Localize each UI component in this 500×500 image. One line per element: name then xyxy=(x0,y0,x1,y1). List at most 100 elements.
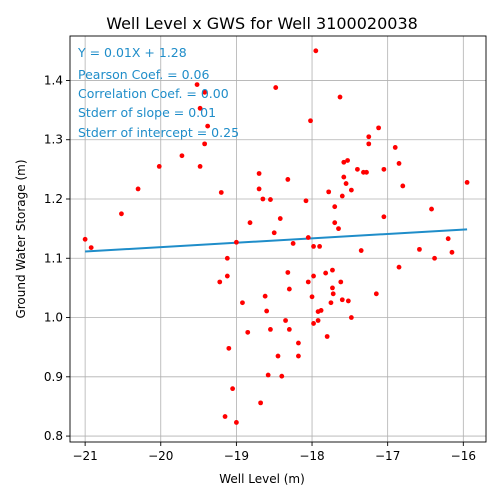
data-point xyxy=(311,273,316,279)
data-point xyxy=(330,267,335,273)
y-tick-label: 1.2 xyxy=(44,192,63,206)
data-point xyxy=(324,334,330,339)
data-point xyxy=(396,161,402,166)
data-point xyxy=(271,230,277,236)
fit-line-layer xyxy=(85,228,468,253)
data-point xyxy=(396,264,402,270)
data-point xyxy=(247,220,253,226)
data-point xyxy=(429,206,434,212)
data-point xyxy=(339,297,345,303)
x-axis-label: Well Level (m) xyxy=(219,472,305,486)
data-point xyxy=(283,318,288,323)
data-point xyxy=(417,246,422,252)
data-point xyxy=(277,216,283,221)
data-point xyxy=(268,326,273,332)
data-point xyxy=(323,270,329,276)
data-point xyxy=(464,179,470,185)
data-point xyxy=(217,279,223,285)
data-point xyxy=(366,141,372,147)
data-point xyxy=(256,171,262,176)
data-point xyxy=(119,211,124,217)
data-point xyxy=(315,318,321,323)
data-point xyxy=(205,123,211,129)
scatter-points xyxy=(82,48,470,425)
data-point xyxy=(224,255,230,261)
y-tick-label: 1.1 xyxy=(44,251,63,265)
data-point xyxy=(245,329,251,335)
data-point xyxy=(222,414,228,419)
data-point xyxy=(218,190,224,195)
data-point xyxy=(202,141,208,147)
data-point xyxy=(445,236,451,242)
data-point xyxy=(328,300,334,306)
data-point xyxy=(88,245,94,250)
annotation-pearson: Pearson Coef. = 0.06 xyxy=(78,67,209,82)
data-point xyxy=(194,82,200,88)
data-point xyxy=(318,308,324,313)
data-point xyxy=(197,163,203,169)
data-point xyxy=(296,340,301,346)
data-point xyxy=(224,273,230,279)
data-point xyxy=(345,158,350,163)
data-point xyxy=(326,189,332,195)
data-point xyxy=(373,291,379,297)
y-tick-label: 1.4 xyxy=(44,73,63,87)
data-point xyxy=(392,145,398,150)
x-tick-label: −17 xyxy=(375,449,400,463)
data-point xyxy=(332,220,338,226)
data-point xyxy=(303,198,309,204)
data-point xyxy=(240,300,245,306)
data-point xyxy=(381,166,387,172)
data-point xyxy=(179,153,185,159)
data-point xyxy=(285,177,291,182)
data-point xyxy=(285,270,291,275)
data-point xyxy=(197,105,203,111)
data-point xyxy=(376,125,381,131)
data-point xyxy=(364,169,369,175)
data-point xyxy=(82,236,88,242)
data-point xyxy=(135,186,141,192)
data-point xyxy=(330,285,335,291)
data-point xyxy=(260,196,266,202)
data-point xyxy=(355,166,360,172)
data-point xyxy=(449,249,455,255)
data-point xyxy=(309,294,315,300)
data-point xyxy=(156,163,162,169)
y-tick-label: 0.8 xyxy=(44,429,63,443)
data-point xyxy=(305,279,311,285)
data-point xyxy=(432,255,437,261)
data-point xyxy=(308,118,313,124)
data-point xyxy=(345,298,351,304)
axis-ticks: −21 −20 −19 −18 −17 −16 0.8 0.9 1.0 1.1 1.2 1.3 1.4 xyxy=(44,73,476,463)
data-point xyxy=(234,239,239,245)
data-point xyxy=(343,181,349,186)
data-point xyxy=(268,197,273,202)
data-point xyxy=(256,186,262,192)
y-tick-label: 1.3 xyxy=(44,133,63,147)
data-point xyxy=(258,400,264,406)
y-tick-label: 0.9 xyxy=(44,370,63,384)
data-point xyxy=(317,244,322,249)
x-tick-label: −21 xyxy=(72,449,97,463)
annotation-stderr-slope: Stderr of slope = 0.01 xyxy=(78,105,216,120)
annotation-equation: Y = 0.01X + 1.28 xyxy=(77,45,187,60)
data-point xyxy=(275,353,281,359)
data-point xyxy=(400,183,406,189)
annotation-correlation: Correlation Coef. = 0.00 xyxy=(78,86,229,101)
x-tick-label: −19 xyxy=(224,449,249,463)
data-point xyxy=(337,94,343,100)
data-point xyxy=(336,226,341,232)
data-point xyxy=(313,48,319,54)
data-point xyxy=(305,235,311,240)
data-point xyxy=(358,248,364,253)
data-point xyxy=(338,279,344,285)
y-tick-label: 1.0 xyxy=(44,311,63,325)
x-tick-label: −16 xyxy=(451,449,476,463)
chart-title: Well Level x GWS for Well 3100020038 xyxy=(106,14,418,33)
data-point xyxy=(264,308,270,314)
data-point xyxy=(226,345,232,351)
data-point xyxy=(366,134,372,140)
y-axis-label: Ground Water Storage (m) xyxy=(14,159,28,318)
data-point xyxy=(296,353,301,359)
